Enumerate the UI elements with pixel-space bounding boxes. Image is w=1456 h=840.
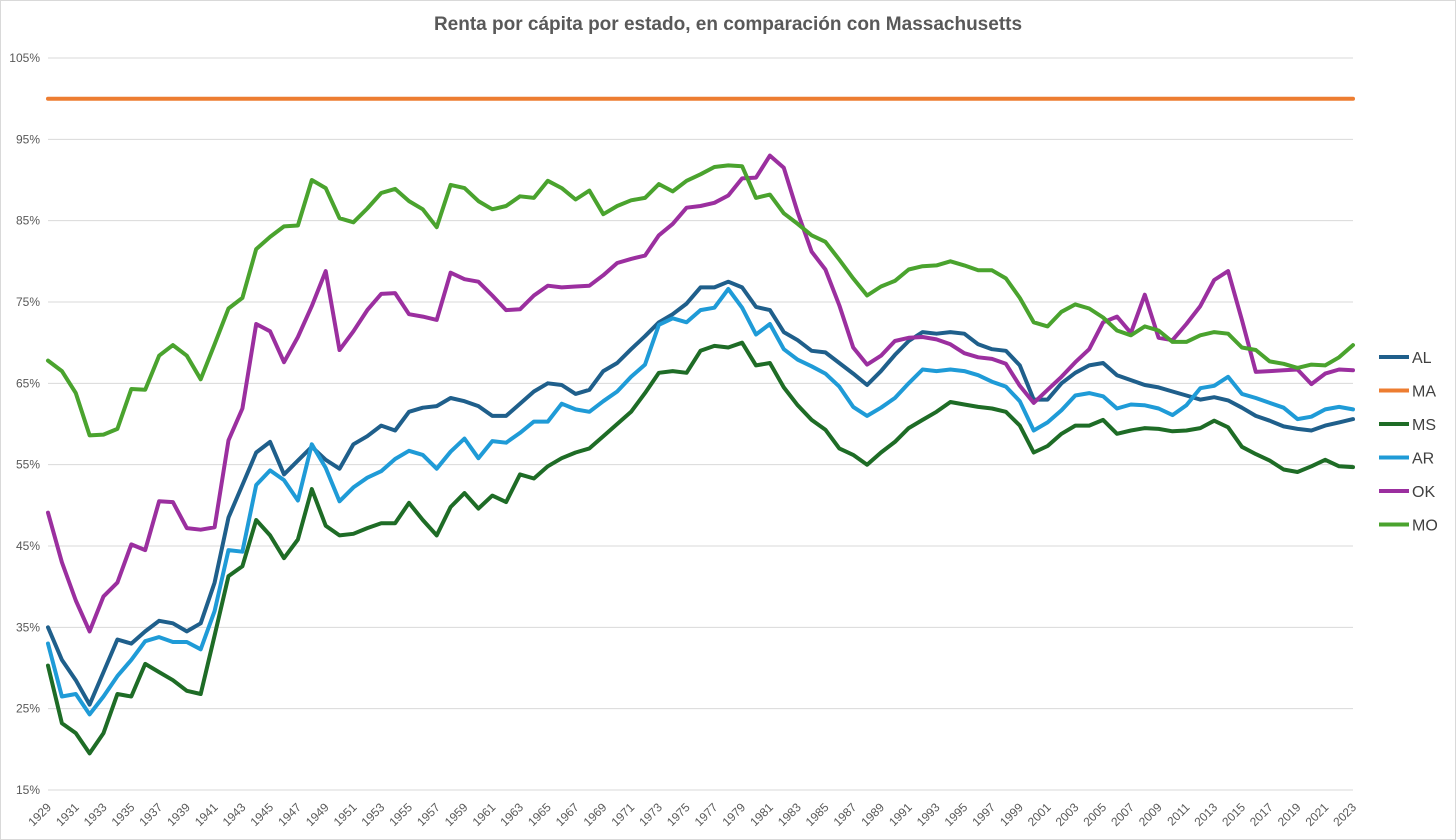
x-tick-label: 2005 <box>1080 800 1109 829</box>
x-tick-label: 2015 <box>1219 800 1248 829</box>
legend-label-ar: AR <box>1412 451 1434 468</box>
x-tick-label: 2023 <box>1330 800 1359 829</box>
legend: AL MA MS AR OK MO <box>1379 350 1438 535</box>
series-lines <box>46 96 1355 756</box>
legend-label-mo: MO <box>1412 518 1438 535</box>
y-tick-label: 105% <box>9 51 40 65</box>
x-tick-label: 1965 <box>525 800 554 829</box>
x-axis-tick-labels: 1929193119331935193719391941194319451947… <box>25 800 1359 829</box>
chart-title: Renta por cápita por estado, en comparac… <box>433 14 1023 35</box>
x-tick-label: 1943 <box>220 800 249 829</box>
x-tick-label: 2019 <box>1275 800 1304 829</box>
y-tick-label: 45% <box>16 539 40 553</box>
x-tick-label: 1951 <box>331 800 360 829</box>
x-tick-label: 1995 <box>942 800 971 829</box>
y-axis-tick-labels: 15% 25% 35% 45% 55% 65% 75% 85% 95% 105% <box>9 51 40 797</box>
x-tick-label: 2001 <box>1025 800 1054 829</box>
x-tick-label: 1947 <box>275 800 304 829</box>
x-tick-label: 1971 <box>608 800 637 829</box>
legend-label-ms: MS <box>1412 417 1436 434</box>
series-line-al <box>46 279 1355 707</box>
x-tick-label: 2021 <box>1303 800 1332 829</box>
x-tick-label: 1939 <box>164 800 193 829</box>
x-tick-label: 1997 <box>969 800 998 829</box>
x-tick-label: 1949 <box>303 800 332 829</box>
x-tick-label: 2009 <box>1136 800 1165 829</box>
x-tick-label: 1967 <box>553 800 582 829</box>
legend-label-al: AL <box>1412 350 1432 367</box>
x-tick-label: 1935 <box>109 800 138 829</box>
x-tick-label: 1969 <box>581 800 610 829</box>
x-tick-label: 2017 <box>1247 800 1276 829</box>
legend-label-ma: MA <box>1412 384 1436 401</box>
y-tick-label: 35% <box>16 620 40 634</box>
y-tick-label: 55% <box>16 458 40 472</box>
x-tick-label: 1981 <box>747 800 776 829</box>
series-line-ok <box>46 153 1355 634</box>
x-tick-label: 1987 <box>831 800 860 829</box>
x-tick-label: 1933 <box>81 800 110 829</box>
x-tick-label: 1975 <box>664 800 693 829</box>
legend-label-ok: OK <box>1412 484 1435 501</box>
x-tick-label: 1953 <box>359 800 388 829</box>
y-tick-label: 95% <box>16 132 40 146</box>
x-tick-label: 1983 <box>775 800 804 829</box>
y-tick-label: 65% <box>16 376 40 390</box>
x-tick-label: 1937 <box>136 800 165 829</box>
x-tick-label: 1993 <box>914 800 943 829</box>
x-tick-label: 1957 <box>414 800 443 829</box>
x-tick-label: 2007 <box>1108 800 1137 829</box>
x-tick-label: 2003 <box>1053 800 1082 829</box>
y-tick-label: 75% <box>16 295 40 309</box>
x-tick-label: 1999 <box>997 800 1026 829</box>
y-tick-label: 85% <box>16 214 40 228</box>
y-tick-label: 25% <box>16 702 40 716</box>
x-tick-label: 2013 <box>1192 800 1221 829</box>
x-tick-label: 1959 <box>442 800 471 829</box>
x-tick-label: 1977 <box>692 800 721 829</box>
x-tick-label: 1941 <box>192 800 221 829</box>
x-tick-label: 1989 <box>858 800 887 829</box>
x-tick-label: 1973 <box>636 800 665 829</box>
series-line-ar <box>46 287 1355 717</box>
x-tick-label: 1963 <box>497 800 526 829</box>
x-tick-label: 1961 <box>470 800 499 829</box>
x-tick-label: 1929 <box>25 800 54 829</box>
series-line-mo <box>46 163 1355 438</box>
gridlines <box>48 57 1353 791</box>
x-tick-label: 1955 <box>386 800 415 829</box>
x-tick-label: 2011 <box>1164 800 1192 828</box>
x-tick-label: 1979 <box>719 800 748 829</box>
x-tick-label: 1991 <box>886 800 915 829</box>
x-tick-label: 1931 <box>53 800 82 829</box>
series-line-ms <box>46 340 1355 756</box>
y-tick-label: 15% <box>16 783 40 797</box>
x-tick-label: 1945 <box>247 800 276 829</box>
x-tick-label: 1985 <box>803 800 832 829</box>
